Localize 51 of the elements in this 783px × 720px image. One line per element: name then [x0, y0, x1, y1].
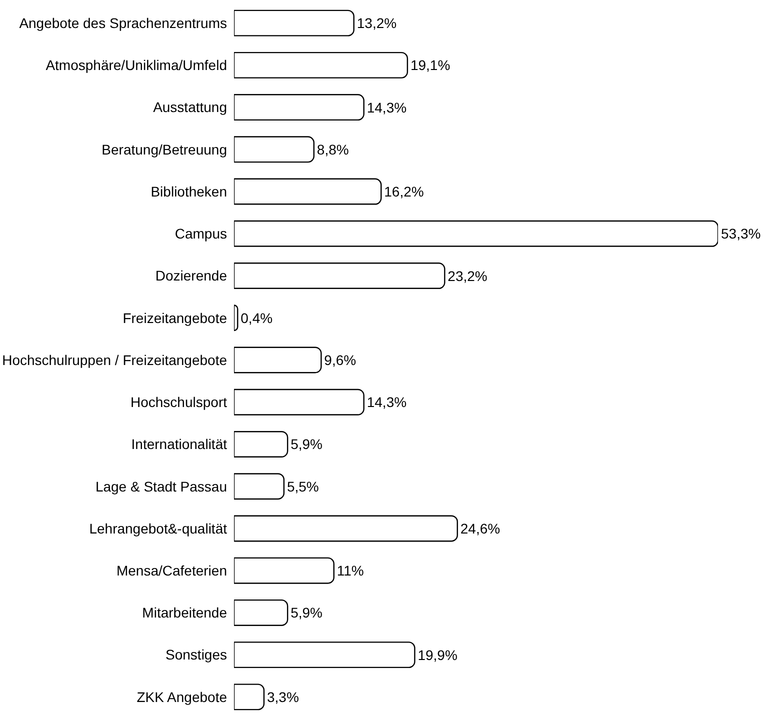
- y-tick-label: Internationalität: [131, 436, 228, 452]
- bar: [234, 10, 354, 36]
- y-tick-label: Ausstattung: [153, 99, 227, 116]
- bar: [234, 642, 416, 668]
- data-label: 53,3%: [721, 226, 761, 242]
- y-tick-label: Sonstiges: [166, 646, 227, 663]
- y-tick-label: Hochschulruppen / Freizeitangebote: [2, 352, 228, 368]
- y-tick-label: Mitarbeitende: [142, 604, 228, 621]
- bar: [234, 94, 364, 121]
- bar: [234, 346, 322, 374]
- bar: [234, 262, 446, 289]
- data-label: 14,3%: [366, 99, 407, 116]
- data-label: 24,6%: [460, 520, 500, 536]
- bar: [234, 431, 288, 458]
- data-label: 19,1%: [410, 57, 450, 74]
- data-label: 13,2%: [356, 15, 397, 32]
- y-tick-label: Dozierende: [155, 268, 228, 284]
- data-label: 14,3%: [366, 394, 407, 410]
- bar: [234, 599, 288, 626]
- data-label: 3,3%: [266, 688, 299, 705]
- y-tick-label: Hochschulsport: [130, 394, 228, 410]
- y-tick-label: Mensa/Cafeterien: [116, 562, 227, 578]
- data-label: 19,9%: [418, 646, 458, 663]
- y-tick-label: Atmosphäre/Uniklima/Umfeld: [46, 57, 227, 74]
- data-label: 8,8%: [316, 141, 349, 158]
- bar: [234, 178, 382, 205]
- y-tick-label: Bibliotheken: [150, 183, 227, 200]
- y-tick-label: Angebote des Sprachenzentrums: [19, 14, 227, 31]
- y-tick-label: Campus: [174, 226, 227, 242]
- data-label: 16,2%: [384, 184, 424, 200]
- data-label: 9,6%: [324, 352, 356, 368]
- data-label: 23,2%: [448, 268, 488, 284]
- bar: [234, 557, 334, 584]
- y-tick-label: Lehrangebot&-qualität: [89, 520, 228, 536]
- data-label: 5,9%: [290, 436, 322, 452]
- bar: [234, 136, 315, 163]
- bar: [234, 684, 265, 710]
- y-tick-label: Beratung/Betreuung: [102, 141, 227, 158]
- bar: [234, 473, 285, 500]
- data-label: 0,4%: [240, 310, 273, 326]
- bar: [234, 388, 364, 416]
- bar: [234, 52, 408, 78]
- bar: [234, 220, 718, 247]
- data-label: 11%: [336, 562, 364, 579]
- bar: [234, 304, 238, 332]
- data-label: 5,9%: [290, 604, 322, 621]
- y-tick-label: Freizeitangebote: [122, 310, 228, 326]
- bar: [234, 515, 458, 542]
- y-tick-label: Lage & Stadt Passau: [95, 478, 227, 494]
- y-tick-label: ZKK Angebote: [136, 688, 228, 705]
- data-label: 5,5%: [286, 478, 319, 494]
